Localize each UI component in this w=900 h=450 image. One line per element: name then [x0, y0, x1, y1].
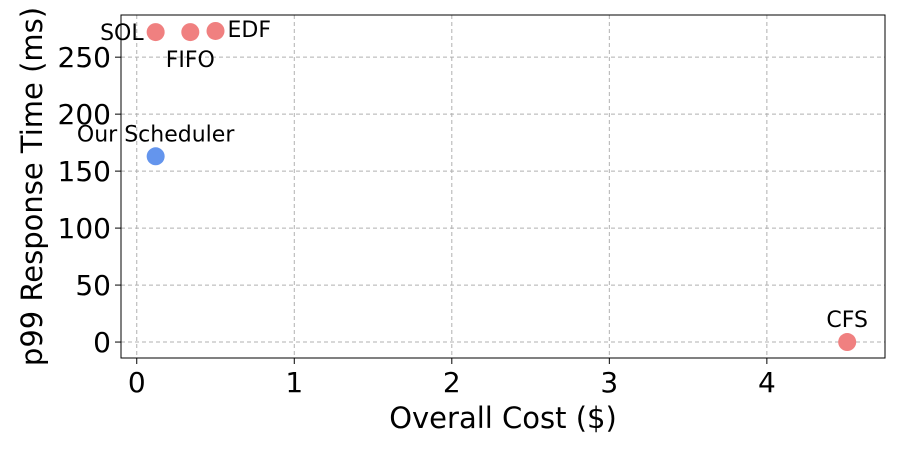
y-tick-label-1: 50 [75, 269, 111, 302]
point-fifo [181, 23, 200, 42]
y-tick-label-4: 200 [58, 98, 111, 131]
y-tick-label-0: 0 [93, 326, 111, 359]
x-tick-label-2: 2 [443, 366, 461, 399]
point-label-sol: SOL [100, 21, 144, 46]
y-tick-label-5: 250 [58, 41, 111, 74]
points [146, 21, 857, 352]
y-tick-label-3: 150 [58, 155, 111, 188]
grid [121, 15, 885, 358]
point-label-cfs: CFS [826, 308, 868, 333]
x-tick-label-3: 3 [600, 366, 618, 399]
plot-area-frame [120, 14, 886, 359]
point-cfs [838, 333, 857, 352]
point-our-scheduler [146, 147, 165, 166]
y-axis-label: p99 Response Time (ms) [15, 7, 49, 366]
point-sol [146, 23, 165, 42]
y-tick-label-2: 100 [58, 212, 111, 245]
point-labels: SOL FIFO EDF Our Scheduler CFS [77, 18, 868, 333]
x-tick-label-4: 4 [758, 366, 776, 399]
point-edf [206, 21, 225, 40]
point-label-our-scheduler: Our Scheduler [77, 122, 235, 147]
x-axis-label: Overall Cost ($) [389, 401, 617, 435]
x-tick-label-1: 1 [285, 366, 303, 399]
ticks: 0 1 2 3 4 0 50 100 150 200 250 [58, 41, 776, 399]
x-tick-label-0: 0 [128, 366, 146, 399]
point-label-fifo: FIFO [166, 48, 215, 73]
point-label-edf: EDF [228, 18, 271, 43]
